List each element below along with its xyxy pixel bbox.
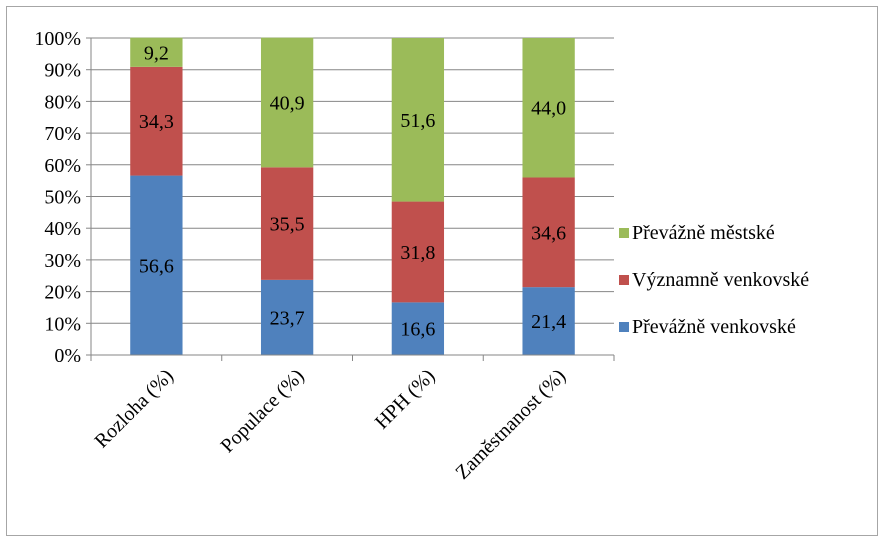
- data-labels: 56,6 34,3 9,2 23,7 35,5 40,9 16,6 31,8 51,6 21,4 3…: [139, 42, 566, 340]
- bar-segment: [130, 37, 183, 67]
- data-label: 31,8: [400, 242, 435, 264]
- y-tick-label: 80%: [44, 91, 81, 113]
- bar-segment: [391, 201, 445, 303]
- legend-label: Převážně venkovské: [632, 316, 796, 338]
- bar-segment: [522, 38, 575, 178]
- data-label: 21,4: [531, 311, 566, 333]
- bar-segment: [391, 302, 445, 355]
- data-label: 35,5: [270, 214, 305, 236]
- bar-segment: [260, 279, 314, 355]
- bar-segment: [391, 38, 445, 202]
- legend-swatch: [619, 228, 629, 238]
- x-tick-label: Populace (%): [217, 365, 309, 457]
- x-tick-label: Rozloha (%): [90, 365, 177, 452]
- legend-swatch: [619, 322, 629, 332]
- y-tick-label: 30%: [44, 250, 81, 272]
- axes: [86, 37, 615, 361]
- bar-segment: [260, 167, 314, 280]
- y-tick-label: 20%: [44, 282, 81, 304]
- legend-label: Převážně městské: [632, 222, 775, 244]
- y-tick-label: 40%: [44, 218, 81, 240]
- legend-swatch: [619, 275, 629, 285]
- legend-label: Významně venkovské: [632, 269, 809, 291]
- data-label: 56,6: [139, 255, 174, 277]
- y-tick-label: 60%: [44, 155, 81, 177]
- y-tick-label: 0%: [54, 345, 81, 367]
- y-tick-label: 70%: [44, 123, 81, 145]
- bar-segment: [522, 177, 575, 288]
- data-label: 23,7: [270, 307, 305, 329]
- x-tick-label: HPH (%): [371, 365, 440, 434]
- y-tick-label: 100%: [34, 28, 81, 50]
- y-tick-label: 10%: [44, 313, 81, 335]
- data-label: 51,6: [400, 110, 435, 132]
- y-tick-label: 50%: [44, 187, 81, 209]
- x-tick-label: Zaměstnanost (%): [451, 365, 570, 484]
- bar-segment: [260, 37, 314, 168]
- bars: [130, 37, 575, 355]
- data-label: 44,0: [531, 98, 566, 120]
- bar-segment: [522, 287, 575, 355]
- data-label: 16,6: [400, 319, 435, 341]
- y-tick-label: 90%: [44, 60, 81, 82]
- x-axis-ticks: Rozloha (%) Populace (%) HPH (%) Zaměstnano…: [90, 365, 570, 484]
- bar-segment: [130, 66, 183, 176]
- data-label: 40,9: [270, 93, 305, 115]
- y-axis-ticks: 0% 10% 20% 30% 40% 50% 60% 70% 80% 90% 100%: [34, 28, 81, 367]
- bar-segment: [130, 175, 183, 355]
- data-label: 34,6: [531, 222, 566, 244]
- data-label: 9,2: [144, 42, 169, 64]
- data-label: 34,3: [139, 111, 174, 133]
- legend: Převážně městské Významně venkovské Převáž…: [619, 222, 809, 338]
